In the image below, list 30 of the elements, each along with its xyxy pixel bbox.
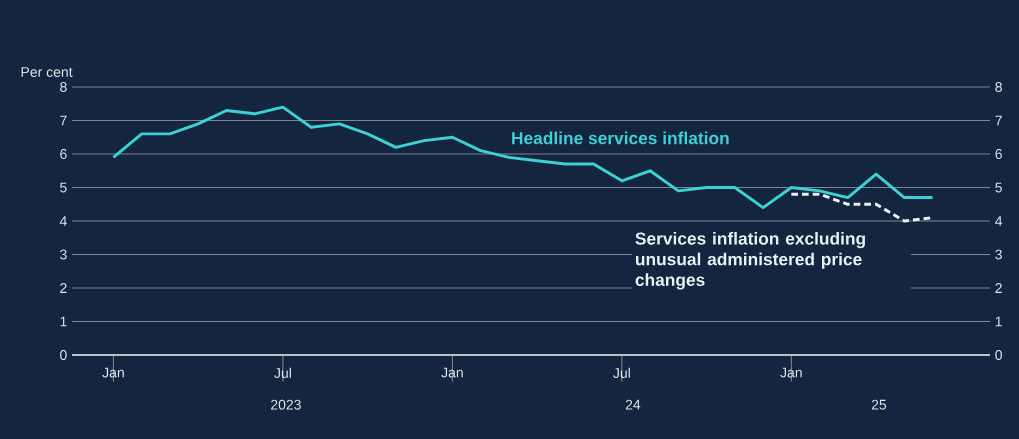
series-label: Services inflation excluding unusual administered price changes	[635, 231, 865, 290]
y-tick-label: 3	[60, 249, 67, 260]
y-tick-label: 7	[60, 115, 67, 126]
y2-tick-label: 2	[995, 283, 1002, 293]
y-tick-label: 6	[60, 149, 67, 159]
text: 25	[871, 399, 887, 410]
series-label: Headline services inflation	[512, 131, 729, 145]
x-tick-label: Jan	[780, 367, 802, 378]
y2-tick-label: 4	[995, 216, 1003, 226]
y2-tick-label: 7	[995, 115, 1002, 126]
y-axis-title: Per cent	[21, 67, 73, 77]
x-tick-label: Jul	[613, 367, 630, 378]
y-tick-label: 0	[60, 350, 67, 360]
y2-tick-label: 6	[995, 149, 1002, 159]
y2-tick-label: 0	[995, 350, 1002, 360]
y-tick-label: 5	[60, 182, 67, 193]
x-tick-label: Jul	[274, 367, 291, 378]
line-series	[111, 105, 935, 210]
text: 2023	[271, 399, 301, 410]
y2-tick-label: 3	[995, 249, 1002, 260]
y2-tick-label: 8	[995, 82, 1002, 92]
text: 24	[625, 399, 641, 410]
y-tick-label: 2	[60, 283, 67, 293]
y2-tick-label: 5	[995, 182, 1002, 193]
x-tick-label: Jan	[102, 367, 124, 378]
y-tick-label: 4	[59, 216, 67, 226]
y-tick-label: 1	[60, 316, 67, 327]
x-tick-label: Jan	[441, 367, 463, 378]
y2-tick-label: 1	[995, 316, 1002, 327]
y-tick-label: 8	[60, 82, 67, 92]
